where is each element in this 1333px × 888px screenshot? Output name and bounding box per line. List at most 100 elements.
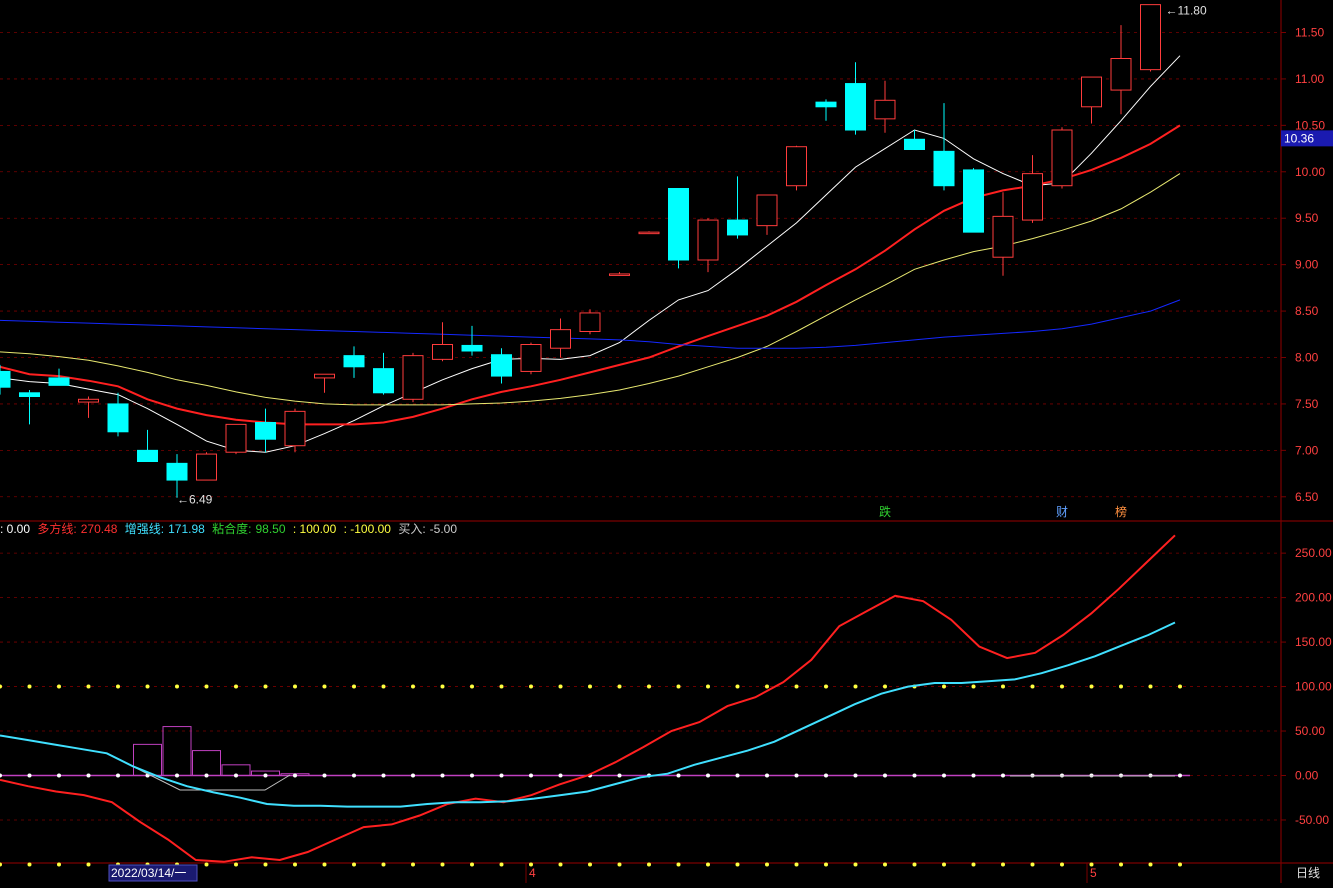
zero-level-dot [381,773,386,778]
upper-level-dot [352,684,356,689]
lower-level-dot [293,862,297,867]
candle-up [1110,25,1132,115]
zero-level-dot [529,773,533,778]
candle-body [225,423,247,453]
lower-level-dot [824,862,828,867]
candle-up [786,145,807,191]
candle-body [727,219,748,236]
max-price-label: ←11.80 [1166,4,1207,18]
candle-up [520,342,542,375]
upper-level-dot [558,684,563,689]
zero-level-dot [57,773,61,778]
zero-level-dot [1001,773,1005,778]
zero-level-dot [912,773,917,778]
candle-body [579,312,601,332]
upper-level-dot [1030,684,1035,689]
candle-body [756,194,778,227]
lower-level-dot [204,862,209,867]
lower-level-dot [735,862,740,867]
current-price-label: 10.36 [1284,131,1314,145]
candle-body [255,422,276,440]
upper-level-dot [234,684,238,689]
price-tick-label: 7.50 [1295,397,1319,411]
candle-body [314,373,335,379]
upper-level-dot [470,684,474,689]
upper-level-dot [1001,684,1005,689]
lower-level-dot [352,862,356,867]
upper-level-dot [86,684,91,689]
zero-level-dot [735,773,740,778]
zero-level-dot [352,773,356,778]
lower-level-dot [676,862,681,867]
candle-down [137,429,158,463]
bull-line [0,534,1176,863]
candle-body [668,188,689,261]
legend-item-buy-value: -5.00 [429,522,458,536]
candle-up [992,192,1014,276]
upper-level-dot [381,684,386,689]
legend-item-upper: : 100.00 [292,522,337,536]
upper-level-dot [411,684,415,689]
candle-body [0,370,11,388]
indicator-tick-label: 200.00 [1295,591,1332,605]
candle-body [1051,129,1073,187]
lower-level-dot [27,862,32,867]
legend-item-cohesion-value: 98.50 [255,522,286,536]
upper-level-dot [647,684,651,689]
upper-level-dot [1089,684,1094,689]
candle-up [284,408,306,453]
upper-level-dot [116,684,120,689]
lower-level-dot [470,862,474,867]
candle-down [48,368,70,386]
upper-level-dot [27,684,32,689]
upper-level-dot [853,684,858,689]
upper-level-dot [971,684,976,689]
candle-body [166,462,188,481]
event-marker: 财 [1056,505,1068,519]
candle-body [48,377,70,386]
month-label-4: 4 [529,866,536,880]
lower-level-dot [794,862,799,867]
candle-body [1110,58,1132,91]
upper-level-dot [883,684,887,689]
lower-level-dot [263,862,268,867]
indicator-tick-label: 100.00 [1295,680,1332,694]
candle-down [19,390,40,425]
candle-down [255,408,276,453]
price-tick-label: 10.00 [1295,165,1325,179]
candle-body [992,215,1014,258]
price-tick-label: 11.00 [1295,72,1324,86]
candle-down [166,454,188,498]
candle-body [1140,4,1161,71]
upper-level-dot [1060,684,1064,689]
lower-level-dot [765,862,769,867]
lower-level-dot [912,862,917,867]
upper-level-dot [942,684,946,689]
enhance-line [0,621,1176,808]
candle-body [786,146,807,187]
zero-level-dot [204,773,209,778]
candle-down [963,168,984,233]
lower-level-dot [1030,862,1035,867]
candle-body [137,449,158,463]
ma-line-ma20 [0,173,1181,406]
lower-level-dot [558,862,563,867]
price-tick-label: 8.00 [1295,351,1319,365]
upper-level-dot [263,684,268,689]
upper-level-dot [1178,684,1182,689]
legend-item-buy-name: 买入: [398,522,426,536]
lower-level-dot [883,862,887,867]
candle-down [343,346,365,378]
zero-level-dot [971,773,976,778]
indicator-tick-label: -50.00 [1295,813,1329,827]
candle-body [196,453,217,481]
price-tick-label: 9.50 [1295,211,1319,225]
lower-level-dot [1119,862,1123,867]
legend-item-cohesion-name: 粘合度: [212,522,252,536]
zero-level-dot [853,773,858,778]
zero-level-dot [617,773,622,778]
zero-level-dot [293,773,297,778]
cohesion-bar [192,750,221,776]
